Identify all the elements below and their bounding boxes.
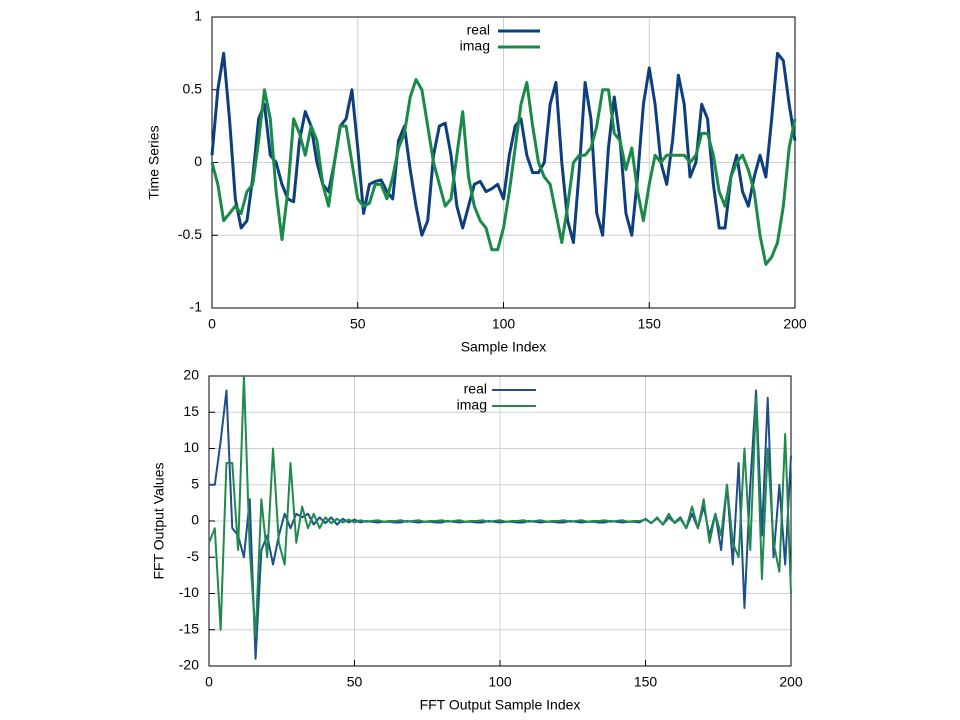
y-tick-label: -5 — [187, 548, 200, 564]
plot-frame — [208, 375, 792, 667]
x-tick-label: 50 — [347, 674, 363, 690]
y-tick-label: 0 — [194, 153, 202, 169]
x-tick-label: 100 — [488, 674, 512, 690]
y-tick-label: -10 — [179, 584, 199, 600]
x-axis-label: FFT Output Sample Index — [420, 697, 581, 713]
y-tick-label: -15 — [179, 620, 199, 636]
legend-label: imag — [457, 397, 487, 413]
y-tick-label: 1 — [194, 8, 202, 24]
legend-label: real — [464, 381, 487, 397]
y-tick-label: 0 — [191, 512, 199, 528]
series-line — [208, 375, 792, 638]
x-tick-label: 0 — [208, 316, 216, 332]
x-axis-label: Sample Index — [461, 339, 547, 355]
x-tick-label: 0 — [205, 674, 213, 690]
x-tick-label: 150 — [638, 316, 662, 332]
x-tick-label: 200 — [783, 316, 807, 332]
x-tick-label: 100 — [492, 316, 516, 332]
x-tick-label: 50 — [350, 316, 366, 332]
y-tick-label: 5 — [191, 475, 199, 491]
x-tick-label: 150 — [634, 674, 658, 690]
x-tick-label: 200 — [779, 674, 803, 690]
y-tick-label: 0.5 — [183, 80, 203, 96]
y-tick-label: 20 — [183, 367, 199, 383]
y-tick-label: -0.5 — [178, 226, 202, 242]
y-axis-label: Time Series — [146, 125, 162, 199]
y-axis-label: FFT Output Values — [151, 463, 167, 580]
legend-label: imag — [460, 38, 490, 54]
legend-label: real — [467, 22, 490, 38]
y-tick-label: -1 — [190, 299, 203, 315]
y-tick-label: 15 — [183, 403, 199, 419]
y-tick-label: -20 — [179, 657, 199, 673]
series-line — [209, 389, 792, 660]
series-line — [210, 78, 797, 266]
y-tick-label: 10 — [183, 439, 199, 455]
